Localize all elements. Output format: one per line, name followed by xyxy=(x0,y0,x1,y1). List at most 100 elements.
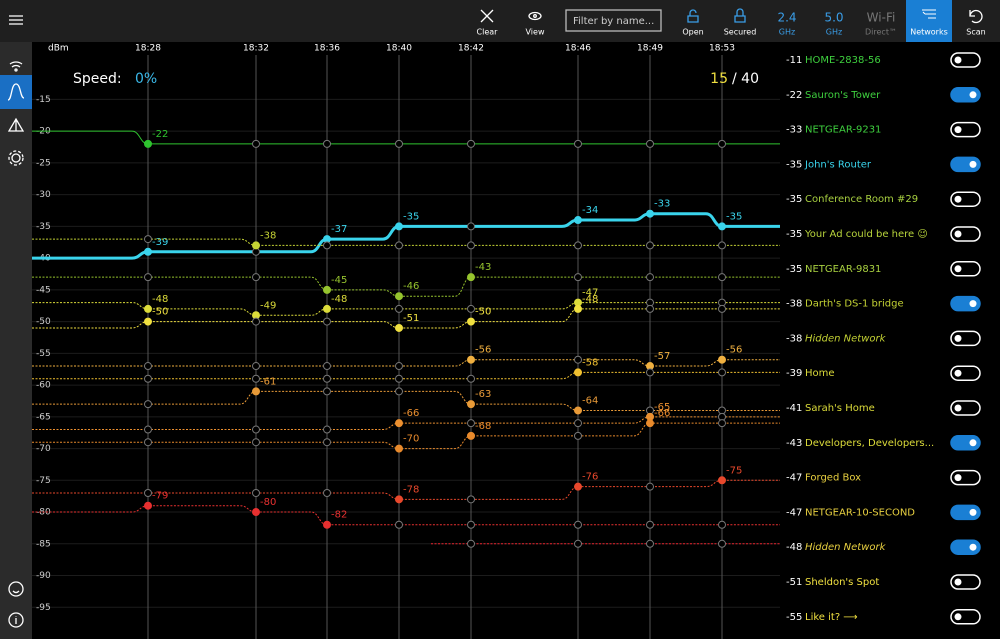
counter-shown: 15 xyxy=(710,71,728,87)
signal-point xyxy=(395,222,403,231)
toggle-knob[interactable] xyxy=(954,56,962,64)
data-label: -51 xyxy=(403,313,419,324)
toggle[interactable] xyxy=(950,191,981,207)
signal-point xyxy=(395,520,403,529)
signal-point xyxy=(252,438,260,447)
sidebar-icons[interactable] xyxy=(7,15,25,628)
signal-point xyxy=(395,374,403,383)
signal-point xyxy=(574,368,582,377)
network-signal: -11 xyxy=(786,55,802,66)
toggle[interactable] xyxy=(950,156,981,173)
toggle-knob[interactable] xyxy=(969,508,977,516)
signal-point xyxy=(144,273,152,282)
signal-point xyxy=(718,520,726,529)
toggle[interactable] xyxy=(950,574,981,590)
toggle-knob[interactable] xyxy=(954,265,962,273)
signal-line xyxy=(32,212,780,260)
band-50-unit[interactable]: GHz xyxy=(826,28,842,37)
toggle[interactable] xyxy=(950,52,981,68)
y-tick-label: -75 xyxy=(36,476,51,486)
toggle-knob[interactable] xyxy=(969,160,977,168)
toggle-knob[interactable] xyxy=(954,474,962,482)
toolbar-icons[interactable] xyxy=(480,8,983,32)
toggle[interactable] xyxy=(950,365,981,381)
signal-point xyxy=(395,292,403,301)
toggle-knob[interactable] xyxy=(954,613,962,621)
signal-point xyxy=(144,489,152,497)
toggle-knob[interactable] xyxy=(954,404,962,412)
network-signal: -43 xyxy=(786,438,802,449)
network-signal: -22 xyxy=(786,90,802,101)
wifi-direct[interactable]: Wi-Fi xyxy=(867,11,896,25)
y-tick-label: -85 xyxy=(36,539,51,549)
scan-button[interactable]: Scan xyxy=(966,28,985,37)
networks-tab[interactable] xyxy=(906,0,952,42)
signal-point xyxy=(395,444,403,453)
network-name: Home xyxy=(805,368,835,379)
signal-point xyxy=(646,539,654,548)
toggle[interactable] xyxy=(950,469,981,486)
data-label: -48 xyxy=(152,294,168,305)
toggle-knob[interactable] xyxy=(969,91,977,99)
toggle-knob[interactable] xyxy=(954,126,962,134)
signal-point xyxy=(395,362,403,371)
view-button[interactable]: View xyxy=(526,28,545,37)
toggle-knob[interactable] xyxy=(954,195,962,203)
toggle-knob[interactable] xyxy=(954,369,962,377)
signal-point xyxy=(718,222,726,231)
signal-line xyxy=(32,479,780,500)
toggle[interactable] xyxy=(950,121,981,138)
y-tick-label: -45 xyxy=(36,285,51,295)
speed-value: 0% xyxy=(135,71,157,87)
signal-line xyxy=(32,422,780,450)
signal-point xyxy=(323,520,331,529)
signal-point xyxy=(574,355,582,364)
toggle-knob[interactable] xyxy=(954,230,962,238)
toggle[interactable] xyxy=(950,609,981,625)
band-24[interactable]: 2.4 xyxy=(777,11,796,25)
toggle[interactable] xyxy=(950,261,981,277)
clear-button[interactable]: Clear xyxy=(477,28,499,37)
signal-point xyxy=(323,438,331,447)
signal-point xyxy=(252,362,260,371)
networks-button[interactable]: Networks xyxy=(910,28,948,37)
toggle[interactable] xyxy=(950,226,981,242)
band-50[interactable]: 5.0 xyxy=(824,11,843,25)
data-label: -48 xyxy=(582,294,598,305)
toggle-knob[interactable] xyxy=(969,439,977,447)
signal-line xyxy=(32,390,780,411)
signal-point xyxy=(646,209,654,218)
sidebar-selected xyxy=(0,75,32,109)
toggle-knob[interactable] xyxy=(954,578,962,586)
wifi-direct-sub[interactable]: Direct™ xyxy=(865,28,897,37)
network-signal: -39 xyxy=(786,368,802,379)
signal-point xyxy=(574,273,582,282)
toggle[interactable] xyxy=(950,400,981,416)
signal-point xyxy=(718,241,726,250)
network-signal: -33 xyxy=(786,125,802,136)
signal-line xyxy=(32,505,780,526)
toggle[interactable] xyxy=(950,504,981,521)
toggle[interactable] xyxy=(950,435,981,451)
x-tick-label: 18:46 xyxy=(565,44,591,54)
toggle-knob[interactable] xyxy=(969,300,977,308)
signal-point xyxy=(323,362,331,371)
filter-input[interactable]: Filter by name... xyxy=(573,16,654,27)
toggle-knob[interactable] xyxy=(969,543,977,551)
toggle[interactable] xyxy=(950,330,981,347)
signal-point xyxy=(144,400,152,409)
toggle[interactable] xyxy=(950,539,981,555)
network-signal: -38 xyxy=(786,299,802,310)
data-label: -50 xyxy=(475,307,491,318)
y-tick-label: -95 xyxy=(36,603,51,613)
signal-point xyxy=(252,387,260,396)
y-tick-label: -35 xyxy=(36,222,51,232)
secured-button[interactable]: Secured xyxy=(724,28,757,37)
band-24-unit[interactable]: GHz xyxy=(779,28,795,37)
signal-point xyxy=(467,495,475,504)
toggle-knob[interactable] xyxy=(954,334,962,342)
toggle[interactable] xyxy=(950,87,981,103)
open-button[interactable]: Open xyxy=(682,28,703,37)
toggle[interactable] xyxy=(950,295,981,312)
